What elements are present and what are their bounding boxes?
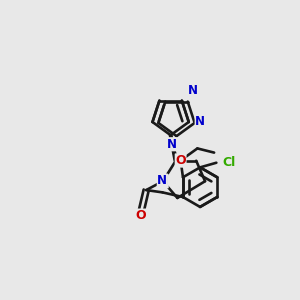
Text: N: N	[195, 115, 205, 128]
Text: N: N	[158, 175, 168, 188]
Text: N: N	[188, 84, 198, 98]
Text: Cl: Cl	[222, 156, 236, 169]
Text: N: N	[157, 174, 167, 187]
Text: O: O	[135, 209, 146, 222]
Text: N: N	[167, 138, 177, 151]
Polygon shape	[169, 135, 177, 161]
Text: O: O	[175, 154, 186, 167]
